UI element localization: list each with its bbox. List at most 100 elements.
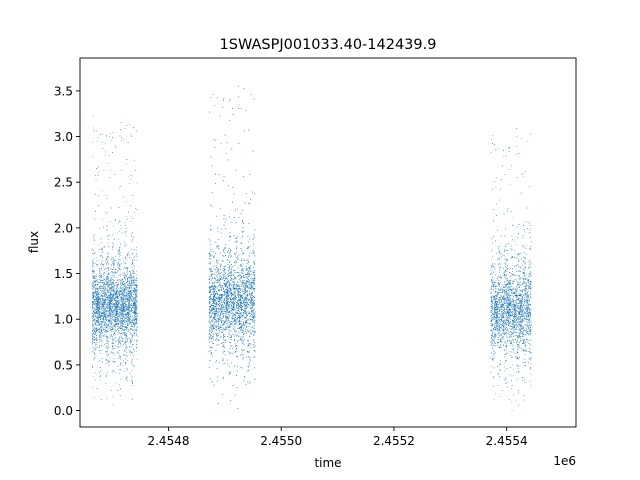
data-point xyxy=(126,327,127,329)
data-point xyxy=(110,282,112,284)
data-point xyxy=(103,319,104,321)
data-point xyxy=(122,337,123,339)
data-point xyxy=(132,322,134,323)
data-point xyxy=(122,294,124,296)
data-point xyxy=(95,328,97,330)
data-point xyxy=(112,302,114,303)
data-point xyxy=(134,256,135,257)
data-point xyxy=(124,320,126,322)
data-point xyxy=(114,308,116,310)
data-point xyxy=(131,248,133,250)
data-point xyxy=(99,312,100,314)
data-point xyxy=(136,285,137,286)
data-point xyxy=(109,294,111,296)
data-point xyxy=(127,270,128,272)
data-point xyxy=(133,299,134,301)
data-point xyxy=(125,294,127,296)
data-point xyxy=(122,306,124,307)
data-point xyxy=(104,310,105,311)
data-point xyxy=(97,300,98,302)
data-point xyxy=(129,306,131,307)
data-point xyxy=(94,285,96,286)
data-point xyxy=(134,290,136,292)
data-point xyxy=(106,327,108,328)
data-point xyxy=(135,294,137,296)
data-point xyxy=(102,299,104,300)
data-point xyxy=(135,313,137,315)
data-point xyxy=(127,316,129,318)
data-point xyxy=(114,326,115,327)
data-point xyxy=(103,328,104,330)
data-point xyxy=(112,268,114,270)
data-point xyxy=(129,182,130,184)
data-point xyxy=(121,323,123,324)
data-point xyxy=(103,311,105,312)
data-point xyxy=(115,324,116,326)
data-point xyxy=(107,302,108,304)
data-point xyxy=(105,325,106,327)
data-point xyxy=(134,291,136,293)
data-point xyxy=(103,335,105,337)
data-point xyxy=(110,283,112,284)
data-point xyxy=(93,236,94,237)
data-point xyxy=(108,295,110,297)
data-point xyxy=(119,384,121,386)
data-point xyxy=(127,281,129,282)
data-point xyxy=(110,317,112,319)
data-point xyxy=(118,314,120,315)
data-point xyxy=(100,326,102,328)
data-point xyxy=(132,322,134,324)
data-point xyxy=(92,302,93,304)
data-point xyxy=(121,320,122,321)
data-point xyxy=(105,359,107,361)
data-point xyxy=(121,341,123,342)
data-point xyxy=(115,313,117,315)
data-point xyxy=(108,302,110,304)
data-point xyxy=(123,291,125,292)
data-point xyxy=(115,260,117,262)
data-point xyxy=(110,313,112,315)
data-point xyxy=(119,299,121,301)
data-point xyxy=(94,286,96,288)
data-point xyxy=(121,332,123,334)
data-point xyxy=(129,304,130,306)
data-point xyxy=(136,329,137,331)
data-point xyxy=(113,298,115,300)
data-point xyxy=(117,317,118,319)
data-point xyxy=(108,361,110,362)
data-point xyxy=(121,287,123,289)
data-point xyxy=(115,301,116,302)
data-point xyxy=(111,342,113,344)
data-point xyxy=(110,289,112,291)
data-point xyxy=(94,292,96,293)
data-point xyxy=(105,289,107,291)
data-point xyxy=(130,290,131,291)
data-point xyxy=(99,323,101,324)
data-point xyxy=(116,272,118,273)
data-point xyxy=(126,295,127,296)
data-point xyxy=(98,314,100,316)
data-point xyxy=(104,323,105,325)
data-point xyxy=(117,346,119,348)
data-point xyxy=(113,267,115,268)
data-point xyxy=(115,287,117,289)
data-point xyxy=(112,282,113,283)
data-point xyxy=(120,327,122,328)
data-point xyxy=(129,303,130,305)
data-point xyxy=(118,328,120,329)
data-point xyxy=(100,282,102,283)
data-point xyxy=(93,276,95,278)
data-point xyxy=(108,359,110,361)
data-point xyxy=(133,317,135,319)
data-point xyxy=(120,388,121,390)
data-point xyxy=(123,314,124,315)
data-point xyxy=(95,338,97,339)
data-point xyxy=(103,302,105,303)
data-point xyxy=(119,279,121,281)
data-point xyxy=(108,323,109,325)
data-point xyxy=(121,314,123,316)
data-point xyxy=(130,294,132,296)
data-point xyxy=(130,317,132,318)
data-point xyxy=(129,318,131,320)
data-point xyxy=(92,269,93,271)
